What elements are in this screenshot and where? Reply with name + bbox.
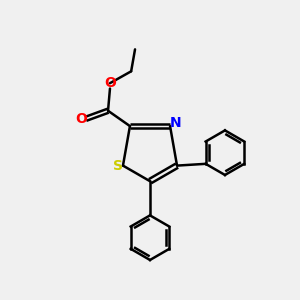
Text: O: O xyxy=(104,76,116,90)
Text: N: N xyxy=(169,116,181,130)
Text: O: O xyxy=(75,112,87,126)
Text: S: S xyxy=(112,159,123,172)
